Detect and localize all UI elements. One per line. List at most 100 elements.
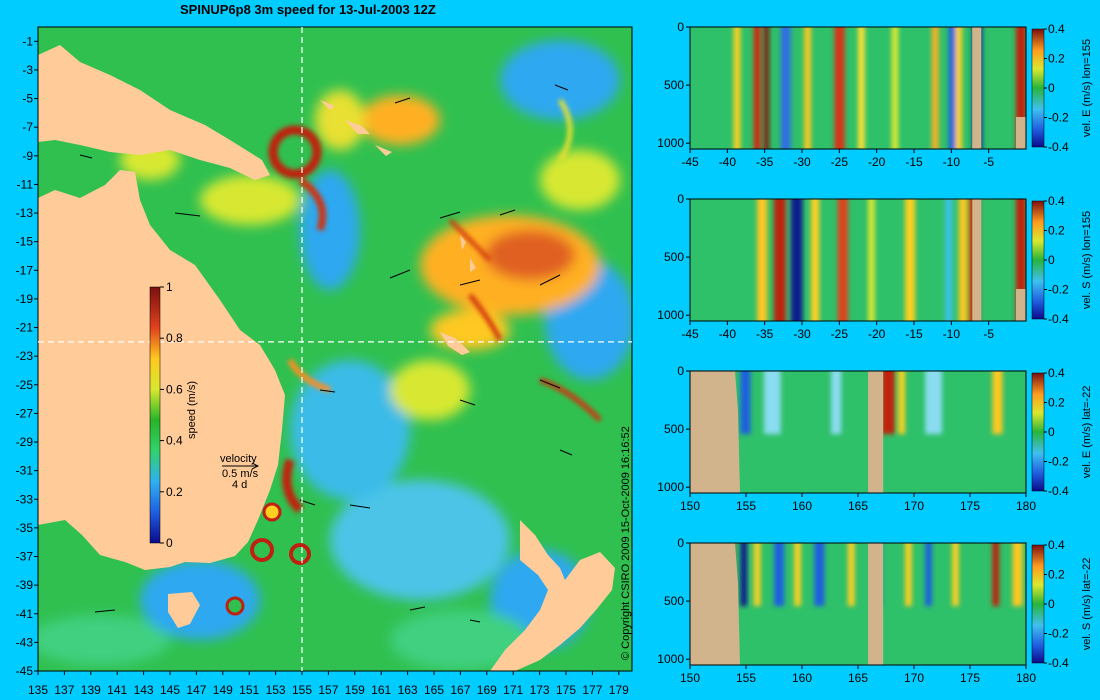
panel-1-frame (689, 26, 1027, 150)
map-y-tick-label: -41 (16, 607, 34, 621)
x-tick-label: 160 (792, 499, 812, 513)
x-tick-label: -25 (831, 327, 849, 341)
section-land (1016, 117, 1026, 149)
map-x-tick-label: 149 (213, 683, 233, 697)
map-colorbar-tick-label: 0.8 (166, 331, 183, 345)
x-tick-label: 170 (904, 671, 924, 685)
map-y-tick-label: -1 (22, 34, 33, 48)
x-tick-label: -25 (831, 155, 849, 169)
map-x-tick-label: 137 (54, 683, 74, 697)
section-land (690, 543, 740, 665)
map-plot: 135 137 139 141 143 145 147 149 151 153 155 157 159 1… (16, 26, 633, 697)
x-tick-label: -10 (943, 155, 961, 169)
colorbar-tick-label: -0.4 (1048, 140, 1069, 154)
map-x-tick-label: 175 (556, 683, 576, 697)
map-x-tick-label: 163 (398, 683, 418, 697)
x-tick-label: -15 (905, 155, 923, 169)
x-tick-label: -40 (719, 327, 737, 341)
vanuatu-land (460, 235, 476, 272)
map-y-tick-label: -25 (16, 378, 34, 392)
map-x-tick-label: 135 (28, 683, 48, 697)
map-y-tick-label: -21 (16, 321, 34, 335)
section-land (868, 543, 884, 665)
panel-2-colorbar: 0.4 0.2 0 -0.2 -0.4 vel. S (m/s) lon=155 (1031, 194, 1093, 326)
panel-2-colorbar-label: vel. S (m/s) lon=155 (1081, 211, 1093, 309)
map-colorbar: 1 0.8 0.6 0.4 0.2 0 speed (m/s) (149, 280, 198, 550)
y-tick-label: 500 (664, 78, 684, 92)
new-zealand-land (490, 520, 615, 671)
section-land (972, 27, 982, 149)
map-y-tick-label: -19 (16, 292, 34, 306)
y-tick-label: 500 (664, 594, 684, 608)
panel-3: 150 155 160 165 170 175 180 0 500 1000 0.4 0.2 0 -0.2… (657, 364, 1093, 513)
panel-1-colorbar: 0.4 0.2 0 -0.2 -0.4 vel. E (m/s) lon=155 (1031, 22, 1093, 154)
map-y-tick-label: -11 (17, 177, 34, 191)
y-tick-label: 500 (664, 250, 684, 264)
panel-2: -45 -40 -35 -30 -25 -20 -15 -10 -5 0 500 1000 0.4 0.2… (657, 192, 1093, 341)
x-tick-label: -5 (983, 155, 994, 169)
map-y-tick-label: -5 (22, 92, 33, 106)
map-x-tick-label: 171 (503, 683, 523, 697)
x-tick-label: -40 (719, 155, 737, 169)
map-x-tick-label: 139 (81, 683, 101, 697)
x-tick-label: -20 (868, 155, 886, 169)
x-tick-label: 180 (1016, 499, 1036, 513)
panel-2-frame (689, 198, 1027, 322)
section-panels: -45 -40 -35 -30 -25 -20 -15 -10 -5 0 500 1000 0.4 0.2… (657, 20, 1093, 685)
map-x-tick-label: 141 (107, 683, 127, 697)
map-x-tick-label: 173 (530, 683, 550, 697)
legend-speed: 0.5 m/s (222, 468, 259, 480)
map-y-tick-label: -15 (16, 235, 34, 249)
map-x-tick-label: 155 (292, 683, 312, 697)
colorbar-tick-label: 0 (1048, 597, 1055, 611)
legend-arrow-icon (222, 462, 260, 470)
section-land (972, 199, 982, 321)
y-tick-label: 1000 (657, 136, 684, 150)
map-y-tick-label: -17 (16, 263, 34, 277)
map-y-tick-label: -27 (16, 406, 34, 420)
legend-duration: 4 d (232, 479, 247, 491)
velocity-legend: velocity 0.5 m/s 4 d (220, 453, 260, 491)
y-tick-label: 0 (677, 536, 684, 550)
map-x-tick-label: 177 (582, 683, 602, 697)
colorbar-tick-label: -0.4 (1048, 656, 1069, 670)
x-tick-label: 155 (736, 499, 756, 513)
x-tick-label: -45 (681, 155, 699, 169)
x-tick-label: 165 (848, 671, 868, 685)
colorbar-tick-label: 0.2 (1048, 568, 1065, 582)
panel-1-colorbar-label: vel. E (m/s) lon=155 (1081, 39, 1093, 137)
map-colorbar-tick-label: 1 (166, 280, 173, 294)
map-y-tick-label: -33 (16, 492, 34, 506)
map-x-tick-label: 167 (450, 683, 470, 697)
colorbar-tick-label: 0.4 (1048, 22, 1065, 36)
colorbar-tick-label: 0.4 (1048, 366, 1065, 380)
x-tick-label: 150 (680, 499, 700, 513)
x-tick-label: -5 (983, 327, 994, 341)
map-x-tick-label: 159 (345, 683, 365, 697)
colorbar-tick-label: -0.4 (1048, 484, 1069, 498)
map-x-tick-label: 145 (160, 683, 180, 697)
map-colorbar-tick-label: 0.4 (166, 434, 183, 448)
legend-velocity-label: velocity (220, 453, 257, 465)
y-tick-label: 1000 (657, 652, 684, 666)
section-land (868, 371, 884, 493)
map-y-ticks: -1 -3 -5 -7 -9 -11 -13 -15 -17 -19 -21 -23 -25 -27 -29… (16, 34, 38, 678)
map-speed-field (38, 40, 632, 671)
map-y-tick-label: -9 (22, 149, 33, 163)
y-tick-label: 0 (677, 192, 684, 206)
colorbar-tick-label: -0.4 (1048, 312, 1069, 326)
new-caledonia-land (440, 332, 470, 355)
map-colorbar-tick-label: 0.6 (166, 382, 183, 396)
colorbar-tick-label: 0.2 (1048, 224, 1065, 238)
x-tick-label: -15 (905, 327, 923, 341)
x-tick-label: -10 (943, 327, 961, 341)
solomon-islands-land (320, 100, 392, 156)
x-tick-label: 155 (736, 671, 756, 685)
colorbar-tick-label: 0.4 (1048, 194, 1065, 208)
panel-4-colorbar: 0.4 0.2 0 -0.2 -0.4 vel. S (m/s) lat=-22 (1031, 538, 1093, 670)
x-tick-label: -35 (756, 155, 774, 169)
colorbar-tick-label: 0.2 (1048, 52, 1065, 66)
colorbar-tick-label: 0.2 (1048, 396, 1065, 410)
x-tick-label: 150 (680, 671, 700, 685)
